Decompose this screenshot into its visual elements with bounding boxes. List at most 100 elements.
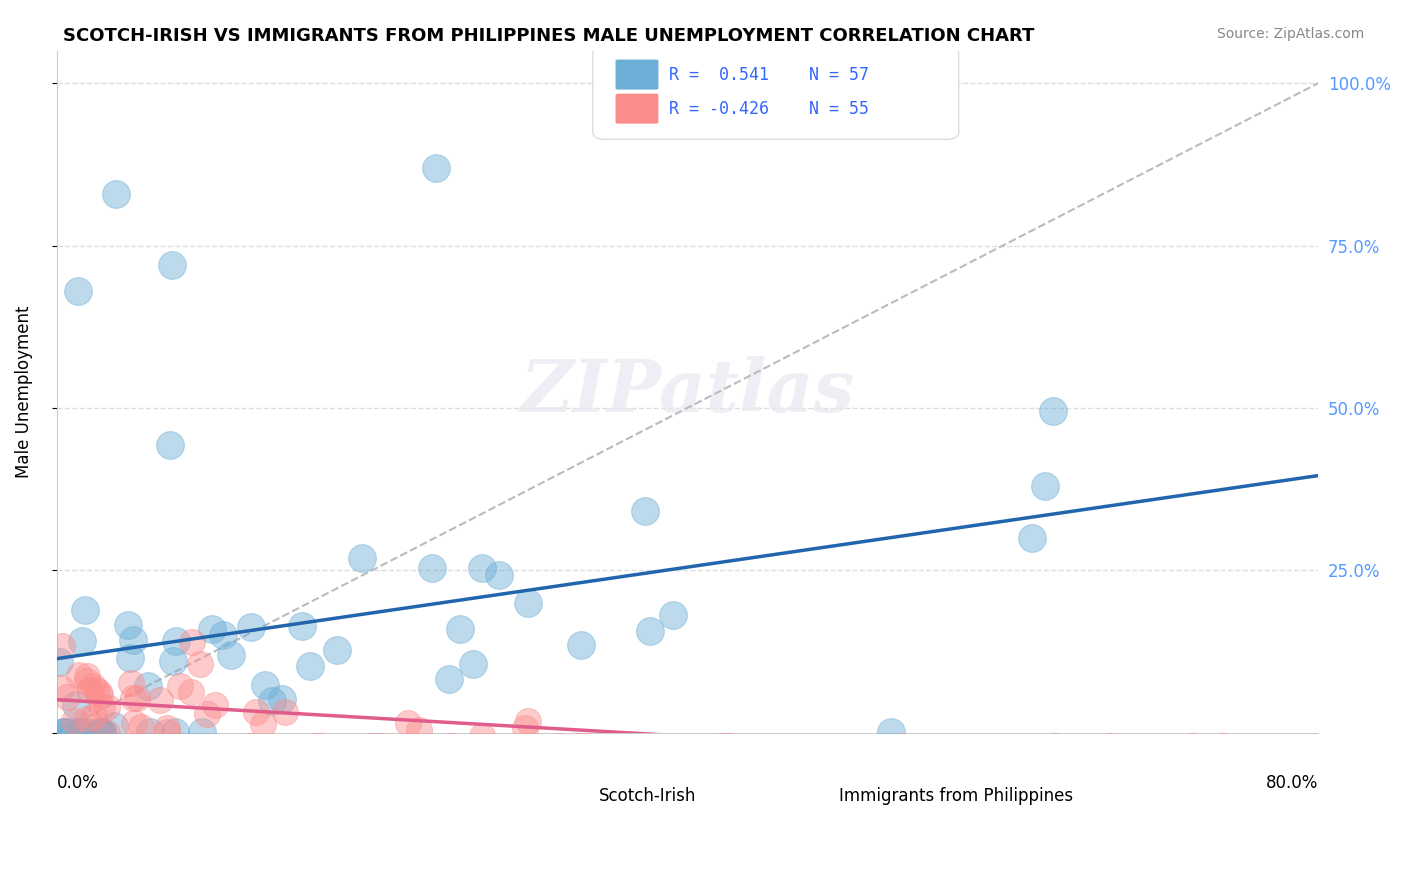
Point (254, 678, 277, 692)
Point (122, 715, 145, 730)
Point (190, 657, 212, 672)
Text: SCOTCH-IRISH VS IMMIGRANTS FROM PHILIPPINES MALE UNEMPLOYMENT CORRELATION CHART: SCOTCH-IRISH VS IMMIGRANTS FROM PHILIPPI… (63, 27, 1035, 45)
Point (89, 688, 111, 702)
Point (163, 725, 186, 739)
Point (633, 504, 655, 518)
Point (488, 568, 510, 582)
Point (711, 739, 734, 753)
Point (425, 161, 447, 175)
Point (169, 679, 191, 693)
Point (96, 725, 118, 739)
Point (76, 669, 98, 683)
Point (160, 258, 183, 272)
Y-axis label: Male Unemployment: Male Unemployment (15, 305, 32, 478)
Point (420, 561, 443, 575)
Point (66, 725, 89, 739)
Text: R = -0.426    N = 55: R = -0.426 N = 55 (668, 100, 869, 118)
Point (299, 658, 322, 673)
Point (201, 622, 224, 636)
Text: Immigrants from Philippines: Immigrants from Philippines (839, 788, 1073, 805)
Point (89, 725, 111, 739)
Point (461, 657, 484, 671)
Point (104, 186, 127, 201)
Point (49, 681, 72, 696)
FancyBboxPatch shape (773, 779, 823, 802)
Point (575, 739, 598, 753)
Point (156, 725, 179, 739)
Point (76, 712, 98, 726)
FancyBboxPatch shape (616, 60, 658, 89)
Point (437, 672, 460, 686)
Point (117, 617, 139, 632)
Point (48, 656, 70, 670)
FancyBboxPatch shape (593, 44, 959, 139)
Point (195, 706, 218, 721)
Point (76, 725, 98, 739)
Point (471, 729, 494, 743)
Point (181, 634, 204, 648)
Point (91, 725, 114, 739)
Point (65, 698, 87, 713)
FancyBboxPatch shape (616, 94, 658, 124)
Point (159, 437, 181, 451)
Point (162, 655, 184, 669)
Point (1042, 404, 1064, 418)
Point (567, 739, 589, 753)
Point (252, 717, 274, 731)
Point (471, 560, 494, 574)
Point (122, 632, 145, 647)
Point (204, 698, 226, 712)
Point (569, 638, 592, 652)
Point (53, 725, 76, 739)
Point (103, 719, 125, 733)
Point (149, 693, 172, 707)
Point (361, 739, 384, 753)
Point (156, 722, 179, 736)
Point (191, 725, 214, 739)
Point (91, 725, 114, 739)
Point (260, 694, 283, 708)
Point (516, 596, 538, 610)
Point (70, 725, 93, 739)
Point (91, 700, 114, 714)
Point (548, 739, 571, 753)
Point (51, 639, 73, 653)
Point (53, 725, 76, 739)
Point (1033, 478, 1056, 492)
Text: 0.0%: 0.0% (56, 773, 98, 791)
Point (291, 618, 314, 632)
Point (1021, 531, 1043, 545)
Point (350, 550, 373, 565)
Point (66, 284, 89, 298)
Point (121, 690, 143, 705)
Point (84, 683, 107, 698)
Point (304, 739, 326, 753)
Point (131, 720, 153, 734)
Text: ZIPatlas: ZIPatlas (520, 356, 855, 427)
Point (69, 725, 91, 739)
Point (70, 634, 93, 648)
Point (273, 706, 295, 720)
Point (513, 721, 536, 735)
Point (1212, 739, 1234, 753)
Point (219, 648, 242, 662)
Point (640, 624, 662, 639)
Point (96, 700, 118, 714)
Point (139, 725, 162, 739)
Point (136, 679, 159, 693)
Text: 80.0%: 80.0% (1265, 773, 1319, 791)
Point (63, 714, 86, 729)
Point (120, 676, 142, 690)
Point (89, 685, 111, 699)
Point (718, 739, 741, 753)
Point (239, 620, 262, 634)
Point (211, 628, 233, 642)
Point (56, 690, 79, 705)
Point (76, 673, 98, 688)
Point (165, 634, 187, 648)
Point (449, 622, 471, 636)
FancyBboxPatch shape (533, 779, 582, 802)
Point (52, 725, 75, 739)
Point (1045, 739, 1067, 753)
Point (271, 691, 294, 706)
